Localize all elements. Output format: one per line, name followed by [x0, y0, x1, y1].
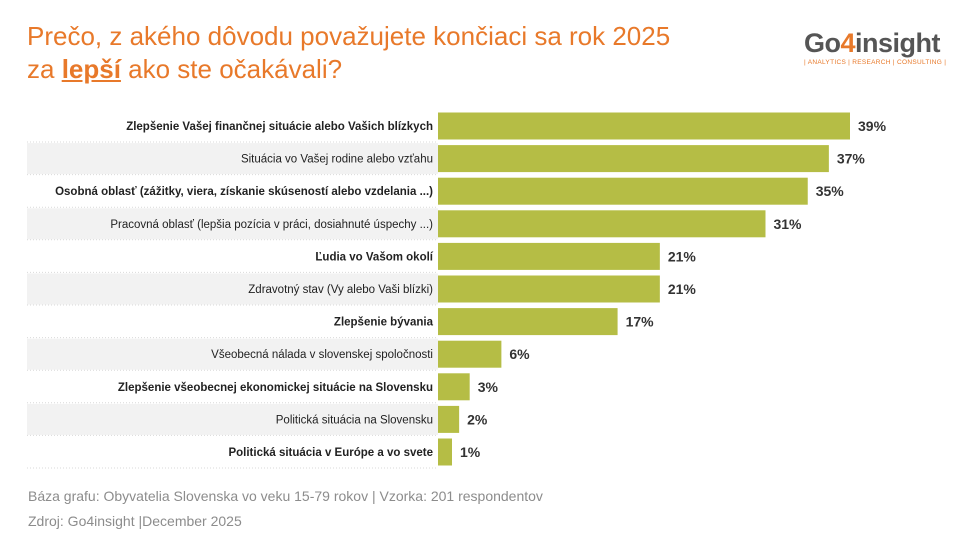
logo-wordmark: Go4insight — [804, 28, 956, 58]
logo-word-insight: insight — [855, 28, 941, 58]
category-label: Politická situácia na Slovensku — [276, 414, 433, 426]
bar — [438, 242, 660, 270]
value-label: 21% — [668, 281, 697, 297]
row-stripe — [27, 208, 438, 240]
logo-tagline: | ANALYTICS | RESEARCH | CONSULTING | — [804, 59, 947, 66]
value-label: 1% — [460, 444, 481, 460]
row-stripe — [27, 338, 438, 370]
category-label: Politická situácia v Európe a vo svete — [228, 447, 433, 459]
bar — [438, 373, 470, 401]
bar — [438, 308, 618, 336]
row-stripe — [27, 403, 438, 435]
footer-base: Báza grafu: Obyvatelia Slovenska vo veku… — [28, 488, 543, 504]
value-label: 3% — [478, 379, 499, 395]
footer-source: Zdroj: Go4insight |December 2025 — [28, 513, 242, 529]
category-label: Ľudia vo Vašom okolí — [315, 251, 433, 263]
bar — [438, 438, 452, 466]
logo-word-four: 4 — [840, 28, 856, 58]
bar — [438, 405, 460, 433]
bar — [438, 340, 502, 368]
row-stripe — [27, 143, 438, 175]
title-line-2-start: za — [27, 54, 62, 84]
chart-title: Prečo, z akého dôvodu považujete končiac… — [27, 20, 787, 86]
category-label: Zdravotný stav (Vy alebo Vaši blízki) — [248, 284, 433, 296]
company-logo: Go4insight | ANALYTICS | RESEARCH | CONS… — [804, 28, 956, 66]
value-label: 6% — [509, 346, 530, 362]
title-line-2-end: ako ste očakávali? — [120, 54, 343, 84]
chart-rows: Zlepšenie Vašej finančnej situácie alebo… — [27, 112, 887, 469]
value-label: 17% — [626, 314, 655, 330]
value-label: 31% — [773, 216, 802, 232]
category-label: Zlepšenie Vašej finančnej situácie alebo… — [126, 121, 433, 133]
row-stripe — [27, 273, 438, 305]
value-label: 39% — [858, 118, 887, 134]
bar — [438, 210, 766, 238]
category-label: Zlepšenie bývania — [334, 317, 434, 329]
bar — [438, 112, 850, 140]
logo-word-go: Go — [804, 28, 841, 58]
bar — [438, 275, 660, 303]
category-label: Všeobecná nálada v slovenskej spoločnost… — [211, 349, 433, 361]
category-label: Pracovná oblasť (lepšia pozícia v práci,… — [110, 219, 433, 231]
category-label: Situácia vo Vašej rodine alebo vzťahu — [241, 154, 433, 166]
title-line-2: za lepší ako ste očakávali? — [27, 53, 787, 86]
value-label: 21% — [668, 248, 697, 264]
bar — [438, 145, 829, 173]
title-line-1: Prečo, z akého dôvodu považujete končiac… — [27, 21, 671, 51]
value-label: 37% — [837, 151, 866, 167]
value-label: 35% — [816, 183, 845, 199]
title-highlight: lepší — [61, 54, 121, 84]
value-label: 2% — [467, 411, 488, 427]
category-label: Osobná oblasť (zážitky, viera, získanie … — [55, 186, 433, 198]
category-label: Zlepšenie všeobecnej ekonomickej situáci… — [118, 382, 433, 394]
bar — [438, 177, 808, 205]
